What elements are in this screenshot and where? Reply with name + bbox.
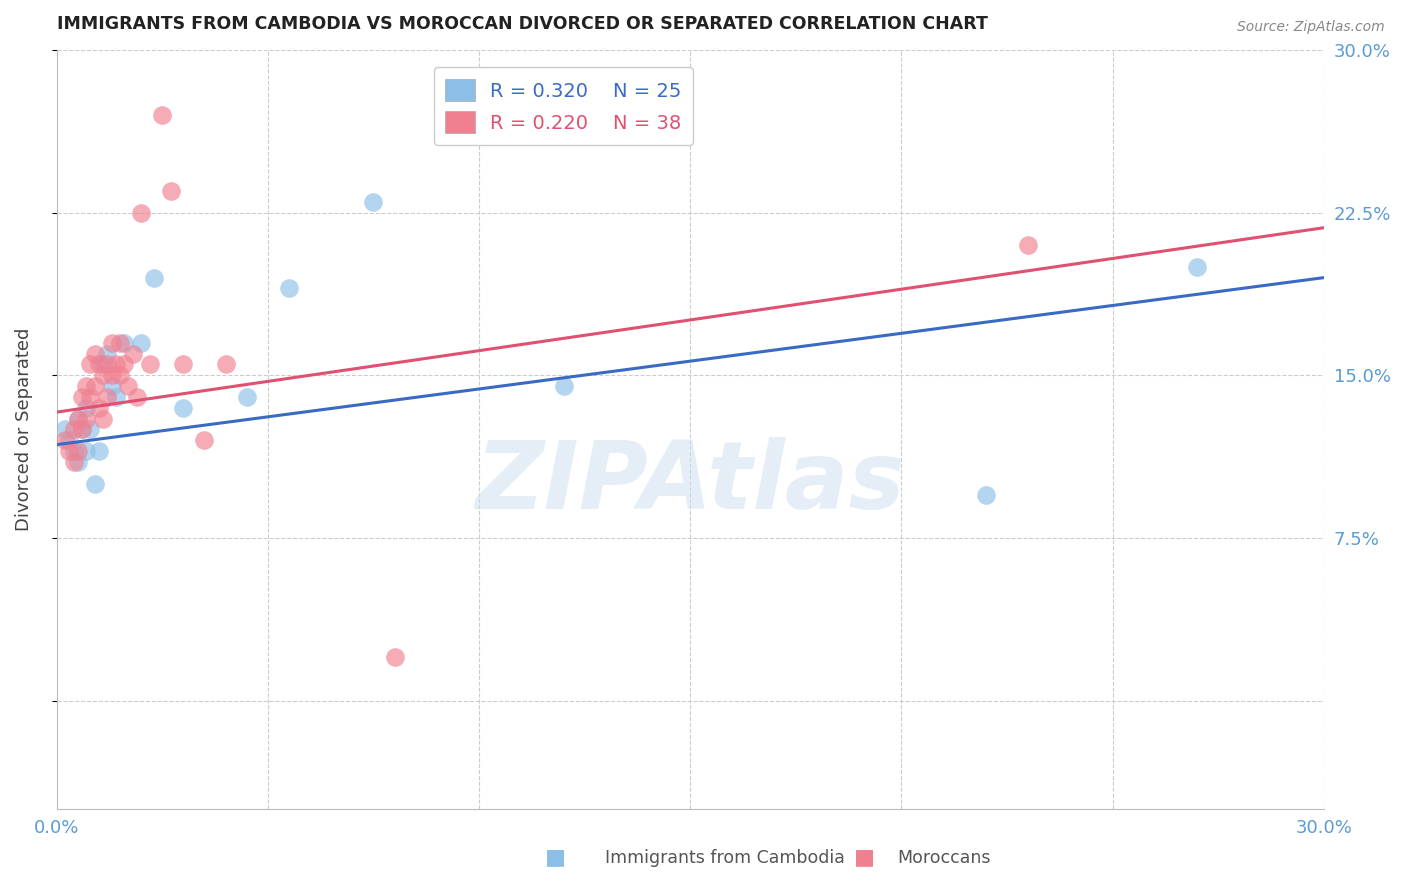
Point — [79, 358, 101, 372]
Point — [553, 379, 575, 393]
Point — [83, 379, 105, 393]
Point — [214, 358, 236, 372]
Point — [104, 390, 127, 404]
Legend: R = 0.320    N = 25, R = 0.220    N = 38: R = 0.320 N = 25, R = 0.220 N = 38 — [434, 67, 693, 145]
Point — [1017, 238, 1039, 252]
Point — [172, 358, 194, 372]
Point — [79, 422, 101, 436]
Point — [159, 184, 181, 198]
Point — [100, 379, 122, 393]
Point — [62, 455, 84, 469]
Point — [108, 368, 131, 383]
Point — [100, 368, 122, 383]
Point — [87, 401, 110, 415]
Point — [91, 368, 114, 383]
Point — [66, 411, 89, 425]
Point — [121, 346, 143, 360]
Point — [58, 444, 80, 458]
Text: ZIPAtlas: ZIPAtlas — [475, 437, 905, 529]
Point — [235, 390, 257, 404]
Point — [104, 358, 127, 372]
Point — [129, 335, 152, 350]
Point — [193, 434, 215, 448]
Text: IMMIGRANTS FROM CAMBODIA VS MOROCCAN DIVORCED OR SEPARATED CORRELATION CHART: IMMIGRANTS FROM CAMBODIA VS MOROCCAN DIV… — [56, 15, 987, 33]
Point — [83, 476, 105, 491]
Text: ■: ■ — [546, 847, 565, 867]
Point — [1185, 260, 1208, 274]
Point — [91, 411, 114, 425]
Point — [108, 335, 131, 350]
Point — [75, 411, 97, 425]
Point — [62, 444, 84, 458]
Y-axis label: Divorced or Separated: Divorced or Separated — [15, 327, 32, 531]
Point — [87, 358, 110, 372]
Point — [70, 422, 93, 436]
Point — [363, 194, 385, 209]
Point — [75, 379, 97, 393]
Point — [66, 411, 89, 425]
Point — [129, 205, 152, 219]
Text: Immigrants from Cambodia: Immigrants from Cambodia — [605, 849, 845, 867]
Point — [66, 444, 89, 458]
Point — [125, 390, 148, 404]
Point — [75, 401, 97, 415]
Point — [278, 281, 301, 295]
Point — [70, 390, 93, 404]
Point — [96, 358, 118, 372]
Point — [112, 358, 135, 372]
Point — [79, 390, 101, 404]
Point — [96, 346, 118, 360]
Point — [91, 358, 114, 372]
Point — [58, 434, 80, 448]
Point — [87, 444, 110, 458]
Point — [117, 379, 139, 393]
Point — [62, 422, 84, 436]
Point — [150, 108, 173, 122]
Text: Source: ZipAtlas.com: Source: ZipAtlas.com — [1237, 20, 1385, 34]
Point — [70, 422, 93, 436]
Point — [53, 434, 76, 448]
Point — [974, 487, 997, 501]
Point — [96, 390, 118, 404]
Point — [83, 346, 105, 360]
Point — [53, 422, 76, 436]
Point — [384, 650, 406, 665]
Point — [112, 335, 135, 350]
Point — [75, 444, 97, 458]
Text: ■: ■ — [855, 847, 875, 867]
Point — [100, 335, 122, 350]
Point — [138, 358, 160, 372]
Point — [66, 455, 89, 469]
Text: Moroccans: Moroccans — [897, 849, 991, 867]
Point — [142, 270, 165, 285]
Point — [172, 401, 194, 415]
